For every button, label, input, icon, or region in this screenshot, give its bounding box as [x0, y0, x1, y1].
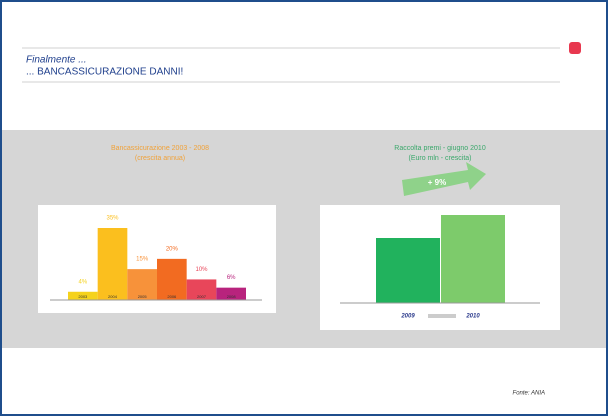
bar — [97, 228, 128, 300]
value-label: 10% — [195, 267, 208, 273]
x-tick-label: 2005 — [138, 294, 148, 299]
logo-icon — [569, 42, 581, 54]
bar — [186, 279, 217, 300]
chart-title: Raccolta premi - giugno 2010 — [394, 145, 486, 152]
bar — [127, 269, 157, 300]
source: Fonte: ANIA — [513, 391, 545, 397]
growth-arrow — [402, 162, 486, 196]
chart-subtitle: (Euro mln - crescita) — [408, 155, 471, 162]
x-tick-label: 2003 — [78, 294, 88, 299]
bar — [376, 238, 440, 303]
bar — [216, 287, 246, 300]
x-tick-label: 2006 — [167, 294, 177, 299]
bar — [157, 258, 187, 300]
header-line2: ... BANCASSICURAZIONE DANNI! — [26, 67, 183, 78]
value-label: 15% — [136, 257, 149, 263]
x-tick-label: 2007 — [197, 294, 207, 299]
legend-swatch — [428, 314, 456, 318]
chart-subtitle: (crescita annua) — [135, 155, 185, 162]
bar — [441, 215, 505, 303]
chart-title: Bancassicurazione 2003 - 2008 — [111, 145, 209, 152]
growth-label: + 9% — [428, 178, 446, 187]
x-tick-label: 2008 — [227, 294, 237, 299]
value-label: 20% — [166, 246, 179, 252]
header-line1: Finalmente ... — [26, 55, 87, 66]
x-tick-label: 2010 — [465, 314, 480, 320]
x-tick-label: 2004 — [108, 294, 118, 299]
bar — [68, 291, 98, 300]
value-label: 6% — [227, 275, 236, 281]
value-label: 35% — [106, 216, 119, 222]
x-tick-label: 2009 — [400, 314, 415, 320]
value-label: 4% — [78, 279, 87, 285]
